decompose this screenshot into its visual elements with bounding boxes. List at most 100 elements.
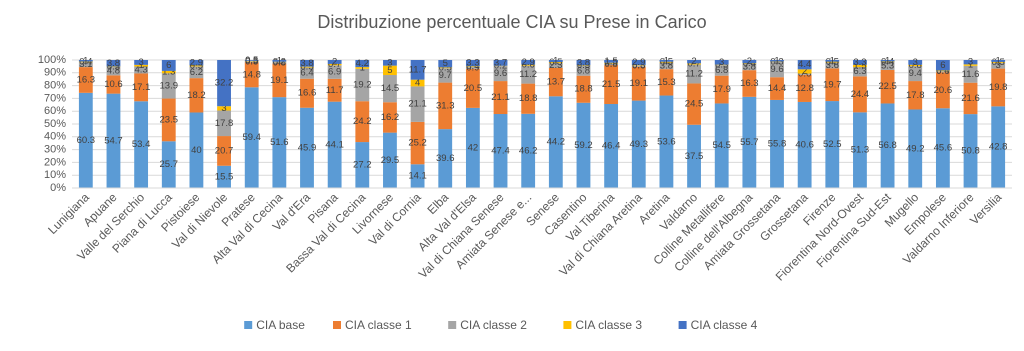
bar-segment: [770, 99, 784, 188]
bar-segment: [659, 95, 674, 188]
data-label: 15.3: [657, 77, 676, 88]
data-label: 1.3: [162, 67, 175, 78]
bar-segment: [908, 64, 923, 67]
bar-segment: [604, 103, 619, 188]
data-label: 46.4: [602, 141, 621, 152]
data-label: 16.2: [381, 112, 400, 123]
bar-segment: [134, 101, 149, 188]
bar-segment: [880, 69, 895, 104]
data-label: 56.8: [878, 140, 897, 151]
data-label: 2: [802, 66, 807, 77]
bar-segment: [687, 83, 701, 125]
bar-segment: [825, 60, 840, 62]
data-label: 1: [277, 55, 282, 66]
data-label: 3: [387, 57, 392, 68]
data-label: 59.2: [574, 140, 593, 151]
bar-segment: [935, 60, 950, 71]
bar-segment: [935, 71, 950, 73]
data-label: 6.9: [328, 67, 341, 78]
data-label: 0.8: [273, 57, 286, 68]
data-label: 3.8: [660, 60, 673, 71]
data-label: 6.8: [715, 65, 728, 76]
bar-segment: [604, 62, 619, 64]
bar-segment: [189, 65, 204, 67]
data-label: 21.6: [961, 93, 980, 104]
bar-segment: [908, 66, 923, 82]
bar-segment: [825, 101, 840, 188]
bar-segment: [134, 66, 149, 74]
legend-swatch: [563, 321, 572, 329]
bar-segment: [217, 106, 231, 111]
data-label: 11.6: [962, 69, 980, 80]
data-label: 3.8: [107, 58, 120, 69]
data-label: 18.8: [574, 84, 593, 95]
bar-segment: [908, 109, 923, 188]
data-label: 2.3: [549, 60, 562, 71]
bar-segment: [355, 60, 370, 68]
y-tick-label: 70%: [44, 92, 66, 104]
bar-segment: [189, 60, 204, 66]
legend-swatch: [448, 321, 457, 329]
data-label: 0.3: [107, 61, 120, 72]
data-label: 0.6: [522, 60, 535, 71]
bar-segment: [548, 67, 563, 97]
data-label: 0.3: [632, 60, 645, 71]
bar-segment: [604, 65, 619, 104]
data-label: 0.4: [743, 58, 756, 69]
data-label: 21.5: [602, 79, 621, 90]
bar-segment: [78, 60, 93, 62]
bar-segment: [410, 60, 425, 80]
y-tick-label: 40%: [44, 131, 66, 143]
bar-segment: [327, 63, 342, 66]
bar-segment: [300, 60, 314, 67]
bar-segment: [217, 136, 231, 166]
data-label: 17.8: [906, 90, 925, 101]
data-label: 21.1: [491, 92, 510, 103]
bar-segment: [714, 103, 729, 188]
data-label: 55.7: [740, 137, 759, 148]
bar-segment: [521, 113, 536, 188]
bar-segment: [825, 61, 840, 63]
data-label: 5.3: [881, 61, 894, 72]
data-label: 11.7: [326, 85, 344, 96]
bar-segment: [991, 60, 1006, 62]
bar-segment: [134, 64, 149, 67]
y-tick-label: 10%: [44, 169, 66, 181]
bar-segment: [272, 60, 287, 62]
data-label: 51.6: [270, 137, 289, 148]
bar-segment: [631, 65, 646, 67]
data-label: 1.5: [853, 60, 866, 71]
bar-segment: [521, 65, 536, 84]
data-label: 59.4: [242, 132, 261, 143]
bar-segment: [853, 60, 867, 65]
data-label: 19.1: [630, 78, 649, 89]
data-label: 0.7: [687, 58, 700, 69]
bar-segment: [659, 62, 674, 70]
bar-segment: [465, 66, 480, 68]
bar-segment: [880, 62, 895, 70]
data-label: 22.5: [878, 81, 897, 92]
bar-segment: [576, 60, 591, 66]
data-label: 11.2: [519, 69, 537, 80]
bar-segment: [244, 60, 259, 61]
bar-segment: [631, 66, 646, 101]
data-label: 6.2: [190, 67, 203, 78]
data-label: 1: [83, 55, 88, 66]
data-label: 14.1: [408, 171, 427, 182]
bar-segment: [161, 98, 176, 142]
bar-segment: [327, 65, 342, 79]
bar-segment: [521, 83, 536, 114]
data-label: 45.9: [298, 142, 317, 153]
data-label: 11.2: [685, 69, 703, 80]
data-label: 0.5: [549, 57, 562, 68]
bar-segment: [825, 68, 840, 102]
data-label: 1: [553, 56, 558, 67]
y-tick-label: 60%: [44, 105, 66, 117]
bar-segment: [797, 74, 812, 102]
bar-segment: [244, 62, 259, 88]
data-label: 3.3: [466, 58, 479, 69]
bar-segment: [548, 63, 563, 68]
bar-segment: [687, 60, 701, 64]
bar-segment: [742, 63, 757, 64]
data-label: 13.7: [547, 77, 566, 88]
